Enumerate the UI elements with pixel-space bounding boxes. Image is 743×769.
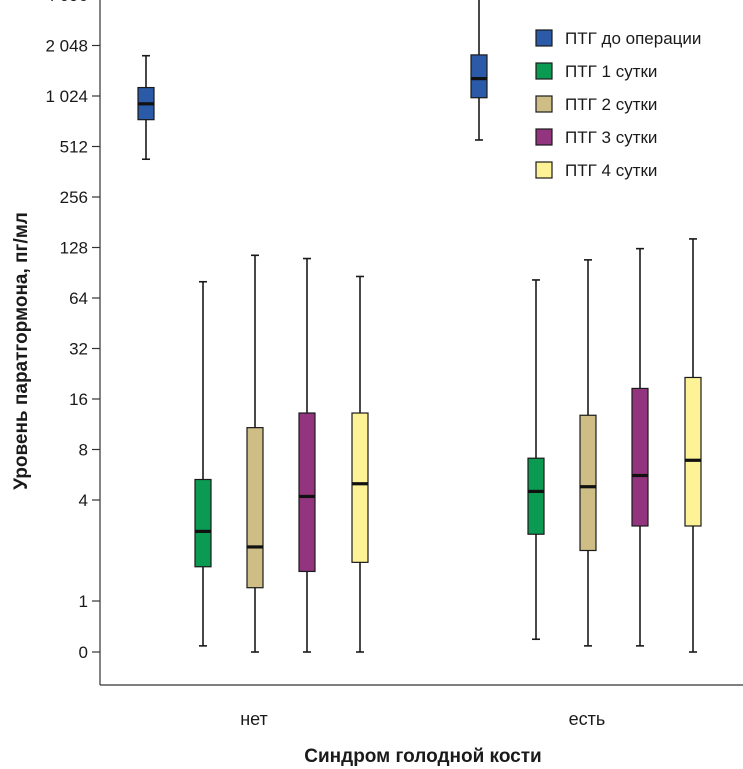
box-body bbox=[246, 427, 264, 589]
legend-swatch bbox=[535, 95, 553, 113]
box-body bbox=[684, 376, 702, 527]
y-tick-label: 2 048 bbox=[45, 37, 88, 56]
box-4-1 bbox=[298, 257, 316, 653]
y-tick-label: 1 024 bbox=[45, 87, 88, 106]
legend-label: ПТГ 1 сутки bbox=[565, 62, 657, 81]
box-body bbox=[194, 478, 212, 568]
y-tick-label: 8 bbox=[79, 441, 88, 460]
x-axis: нет есть bbox=[100, 684, 743, 729]
legend-label: ПТГ 2 сутки bbox=[565, 95, 657, 114]
box-body bbox=[527, 457, 545, 535]
y-tick-label: 64 bbox=[69, 289, 88, 308]
legend-swatch bbox=[535, 161, 553, 179]
y-axis-title: Уровень паратгормона, пг/мл bbox=[11, 212, 32, 490]
box-3-1 bbox=[246, 254, 264, 653]
legend-label: ПТГ 3 сутки bbox=[565, 128, 657, 147]
y-tick-label: 4 096 bbox=[45, 0, 88, 5]
y-tick-label: 128 bbox=[60, 239, 88, 258]
box-body bbox=[579, 414, 597, 552]
y-tick-label: 0 bbox=[79, 643, 88, 662]
y-tick-label: 32 bbox=[69, 340, 88, 359]
box-body bbox=[298, 412, 316, 573]
legend-swatch bbox=[535, 29, 553, 47]
box-2-2 bbox=[527, 279, 545, 641]
box-series-group bbox=[137, 0, 702, 653]
x-axis-title: Синдром голодной кости bbox=[304, 746, 541, 767]
box-body bbox=[631, 387, 649, 527]
x-category-label: есть bbox=[569, 709, 606, 729]
y-tick-label: 256 bbox=[60, 188, 88, 207]
legend-swatch bbox=[535, 62, 553, 80]
box-body bbox=[351, 412, 369, 563]
y-tick-label: 4 bbox=[79, 491, 88, 510]
box-3-2 bbox=[579, 259, 597, 647]
legend-swatch bbox=[535, 128, 553, 146]
box-1-2 bbox=[470, 0, 488, 141]
y-tick-label: 1 bbox=[79, 592, 88, 611]
legend: ПТГ до операции ПТГ 1 сутки ПТГ 2 сутки ПТГ… bbox=[535, 29, 701, 180]
box-1-1 bbox=[137, 54, 155, 161]
box-5-2 bbox=[684, 238, 702, 653]
y-axis: 4 096 2 048 1 024 512 256 128 64 32 16 8 4 1 0 bbox=[45, 0, 101, 685]
box-4-2 bbox=[631, 247, 649, 647]
y-tick-label: 16 bbox=[69, 390, 88, 409]
box-body bbox=[470, 54, 488, 99]
legend-label: ПТГ 4 сутки bbox=[565, 161, 657, 180]
legend-label: ПТГ до операции bbox=[565, 29, 701, 48]
y-tick-label: 512 bbox=[60, 138, 88, 157]
box-2-1 bbox=[194, 280, 212, 647]
box-5-1 bbox=[351, 275, 369, 653]
x-category-label: нет bbox=[240, 709, 268, 729]
